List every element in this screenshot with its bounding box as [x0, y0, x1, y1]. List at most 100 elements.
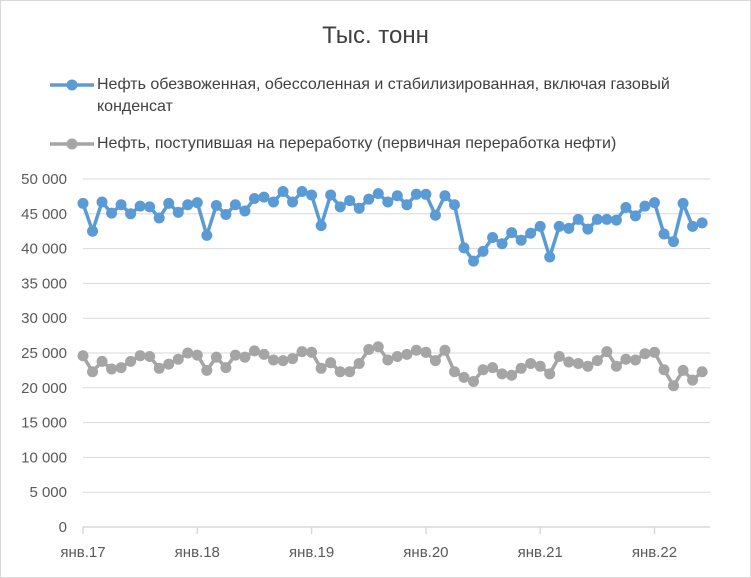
data-point [239, 351, 251, 363]
legend-item-oil-stabilized: Нефть обезвоженная, обессоленная и стаби… [50, 74, 730, 118]
legend-item-oil-refining: Нефть, поступившая на переработку (перви… [50, 133, 730, 155]
gridlines [83, 178, 710, 493]
data-point [487, 231, 499, 243]
data-point [401, 199, 413, 211]
data-point [525, 357, 537, 369]
data-point [544, 368, 556, 380]
data-point [268, 196, 279, 208]
data-point [506, 369, 518, 381]
data-point [334, 366, 346, 378]
data-point [382, 354, 394, 366]
y-tick-label: 20 000 [21, 380, 67, 397]
data-point [639, 348, 651, 360]
chart-title: Тыс. тонн [322, 22, 429, 49]
data-point [315, 362, 327, 374]
x-tick-label: янв.21 [518, 544, 563, 561]
data-point [639, 200, 651, 212]
data-series [77, 186, 708, 392]
data-point [363, 344, 375, 356]
data-point [306, 189, 318, 201]
x-axis: янв.17 янв.18 янв.19 янв.20 янв.21 янв.22 [60, 526, 710, 561]
data-point [591, 213, 603, 225]
data-point [448, 199, 460, 211]
data-point [372, 188, 384, 200]
data-point [134, 200, 146, 212]
legend-label-oil-stabilized: Нефть обезвоженная, обессоленная и стаби… [97, 76, 670, 115]
y-tick-label: 15 000 [21, 415, 67, 432]
data-point [353, 357, 365, 369]
data-point [87, 366, 99, 378]
data-point [620, 202, 632, 214]
data-point [610, 214, 622, 226]
data-point [229, 349, 241, 361]
data-point [649, 197, 660, 209]
data-point [201, 364, 213, 376]
series-0 [77, 186, 708, 267]
data-point [601, 213, 613, 225]
data-point [448, 366, 460, 378]
data-point [668, 236, 680, 248]
data-point [487, 362, 499, 374]
y-tick-label: 50 000 [21, 171, 67, 188]
data-point [420, 346, 432, 358]
data-point [601, 346, 613, 358]
data-point [115, 199, 127, 211]
legend-marker-oil-stabilized [50, 79, 94, 91]
y-tick-label: 0 [59, 519, 67, 536]
data-point [210, 199, 222, 211]
x-tick-label: янв.18 [175, 544, 220, 561]
data-point [582, 223, 594, 235]
data-point [172, 206, 184, 218]
data-point [468, 255, 480, 267]
data-point [77, 197, 89, 209]
data-point [106, 207, 118, 219]
data-point [410, 188, 422, 200]
data-point [372, 341, 384, 353]
data-point [277, 186, 289, 198]
data-point [658, 228, 670, 240]
data-point [429, 209, 441, 221]
data-point [363, 193, 375, 205]
data-point [201, 229, 213, 241]
data-point [210, 351, 222, 363]
data-point [182, 199, 194, 211]
y-tick-label: 45 000 [21, 206, 67, 223]
data-point [248, 345, 260, 357]
data-point [458, 242, 470, 254]
x-tick-label: янв.20 [403, 544, 448, 561]
data-point [115, 362, 127, 374]
data-point [696, 366, 708, 378]
y-tick-label: 30 000 [21, 310, 67, 327]
data-point [401, 348, 413, 360]
data-point [229, 199, 241, 211]
data-point [134, 350, 146, 362]
y-tick-label: 25 000 [21, 345, 67, 362]
data-point [77, 350, 89, 362]
data-point [572, 357, 584, 369]
data-point [96, 196, 108, 208]
data-point [391, 190, 403, 202]
data-point [277, 355, 289, 367]
data-point [534, 360, 546, 372]
data-point [696, 217, 708, 229]
data-point [96, 355, 108, 367]
x-tick-label: янв.19 [289, 544, 334, 561]
data-point [144, 350, 156, 362]
data-point [553, 350, 565, 362]
data-point [515, 362, 527, 374]
data-point [144, 201, 156, 213]
data-point [125, 355, 137, 367]
data-point [239, 205, 251, 217]
data-point [563, 222, 575, 234]
y-tick-label: 35 000 [21, 275, 67, 292]
data-point [334, 201, 346, 213]
data-point [153, 212, 165, 224]
data-point [563, 356, 575, 368]
data-point [296, 346, 308, 358]
y-tick-label: 5 000 [29, 484, 67, 501]
y-tick-label: 10 000 [21, 449, 67, 466]
data-point [687, 220, 699, 232]
data-point [525, 227, 537, 239]
